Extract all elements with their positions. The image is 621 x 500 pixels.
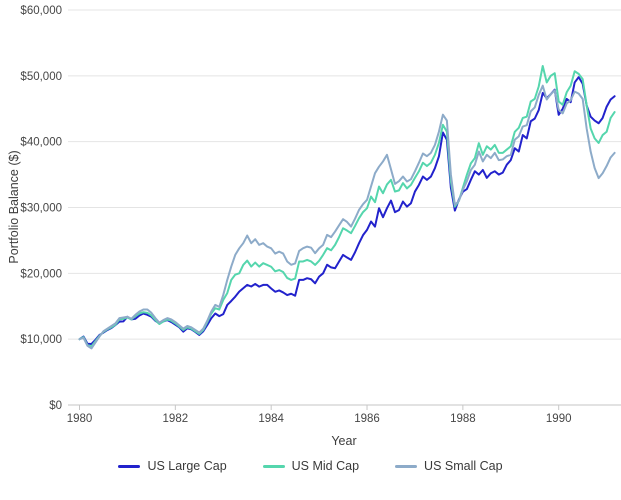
x-tick-label: 1988: [450, 413, 476, 425]
legend-label-us-mid-cap: US Mid Cap: [291, 459, 360, 473]
legend-label-us-small-cap: US Small Cap: [424, 459, 503, 473]
x-axis-ticks: [79, 405, 560, 410]
y-tick-label: $50,000: [20, 71, 62, 83]
y-axis-title: Portfolio Balance ($): [7, 150, 21, 263]
legend: US Large Cap US Mid Cap US Small Cap: [0, 459, 621, 473]
y-tick-label: $10,000: [20, 334, 62, 346]
series-lines: [78, 64, 616, 350]
y-axis-tick-labels: $0 $10,000 $20,000 $30,000 $40,000 $50,000 $60…: [20, 5, 62, 412]
x-tick-label: 1980: [67, 413, 93, 425]
y-tick-label: $60,000: [20, 5, 62, 17]
legend-swatch-us-large-cap: [118, 464, 141, 468]
y-tick-label: $20,000: [20, 268, 62, 280]
x-axis-title: Year: [331, 434, 356, 448]
legend-swatch-us-small-cap: [395, 464, 418, 468]
y-tick-label: $30,000: [20, 203, 62, 215]
x-tick-label: 1990: [546, 413, 572, 425]
x-axis-tick-labels: 1980 1982 1984 1986 1988 1990: [67, 413, 572, 425]
legend-item-us-mid-cap[interactable]: US Mid Cap: [262, 459, 360, 473]
legend-swatch-us-mid-cap: [262, 464, 285, 468]
legend-label-us-large-cap: US Large Cap: [147, 459, 227, 473]
legend-item-us-small-cap[interactable]: US Small Cap: [395, 459, 503, 473]
legend-item-us-large-cap[interactable]: US Large Cap: [118, 459, 227, 473]
y-tick-label: $0: [49, 400, 62, 412]
x-tick-label: 1986: [354, 413, 380, 425]
series-line-us-small-cap: [78, 84, 616, 350]
x-tick-label: 1984: [258, 413, 284, 425]
gridlines: [68, 9, 621, 406]
x-tick-label: 1982: [163, 413, 189, 425]
y-tick-label: $40,000: [20, 137, 62, 149]
series-line-us-large-cap: [78, 76, 616, 345]
series-line-us-mid-cap: [78, 64, 616, 348]
